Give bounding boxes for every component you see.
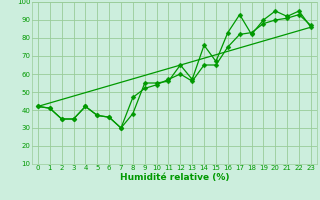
X-axis label: Humidité relative (%): Humidité relative (%): [120, 173, 229, 182]
